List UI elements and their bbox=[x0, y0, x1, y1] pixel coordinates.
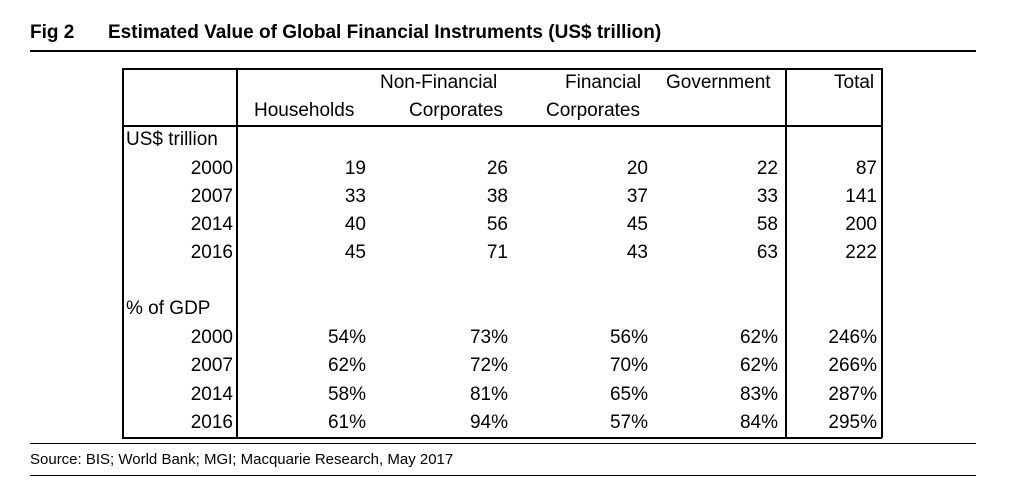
row-year: 2016 bbox=[190, 412, 233, 433]
table-cell: 72% bbox=[469, 355, 508, 376]
table-cell: 266% bbox=[828, 355, 877, 376]
figure-title: Estimated Value of Global Financial Inst… bbox=[108, 22, 662, 43]
header-financial-line1: Financial bbox=[565, 72, 642, 93]
source-rule-top bbox=[30, 443, 976, 444]
table-top-border bbox=[122, 68, 882, 70]
table-cell: 71 bbox=[486, 242, 508, 263]
row-label-divider bbox=[236, 68, 238, 438]
header-rule bbox=[122, 125, 882, 127]
table-cell: 22 bbox=[756, 158, 778, 179]
table-cell: 56 bbox=[486, 214, 508, 235]
row-year: 2007 bbox=[190, 186, 233, 207]
source-note: Source: BIS; World Bank; MGI; Macquarie … bbox=[30, 451, 454, 468]
table-cell: 63 bbox=[756, 242, 778, 263]
header-total: Total bbox=[834, 72, 875, 93]
table-cell: 19 bbox=[344, 158, 366, 179]
table-cell: 20 bbox=[626, 158, 648, 179]
table-cell: 287% bbox=[828, 384, 877, 405]
table-cell: 37 bbox=[626, 186, 648, 207]
table-cell: 62% bbox=[739, 355, 778, 376]
table-cell: 45 bbox=[344, 242, 366, 263]
table-cell: 56% bbox=[609, 327, 648, 348]
table-cell: 141 bbox=[845, 186, 877, 207]
figure-label: Fig 2 bbox=[30, 22, 75, 43]
table-bottom-border bbox=[122, 437, 882, 439]
source-rule-bottom bbox=[30, 475, 976, 476]
table-cell: 70% bbox=[609, 355, 648, 376]
table-cell: 33 bbox=[344, 186, 366, 207]
header-non-financial-line2: Corporates bbox=[409, 100, 503, 121]
table-cell: 43 bbox=[626, 242, 648, 263]
table-cell: 200 bbox=[845, 214, 877, 235]
table-left-border bbox=[122, 68, 124, 438]
table-cell: 65% bbox=[609, 384, 648, 405]
row-year: 2000 bbox=[190, 327, 233, 348]
table-cell: 84% bbox=[739, 412, 778, 433]
row-year: 2007 bbox=[190, 355, 233, 376]
section-label-usd: US$ trillion bbox=[126, 129, 218, 150]
table-cell: 45 bbox=[626, 214, 648, 235]
row-year: 2014 bbox=[190, 384, 233, 405]
table-cell: 54% bbox=[327, 327, 366, 348]
table-cell: 26 bbox=[486, 158, 508, 179]
table-cell: 246% bbox=[828, 327, 877, 348]
table-right-border bbox=[881, 68, 883, 438]
row-year: 2000 bbox=[190, 158, 233, 179]
table-cell: 61% bbox=[327, 412, 366, 433]
table-cell: 73% bbox=[469, 327, 508, 348]
header-households: Households bbox=[254, 100, 355, 121]
table-cell: 58% bbox=[327, 384, 366, 405]
header-government: Government bbox=[666, 72, 771, 93]
table-cell: 83% bbox=[739, 384, 778, 405]
table-cell: 40 bbox=[344, 214, 366, 235]
header-non-financial-line1: Non-Financial bbox=[380, 72, 498, 93]
table-cell: 62% bbox=[327, 355, 366, 376]
table-cell: 94% bbox=[469, 412, 508, 433]
row-year: 2014 bbox=[190, 214, 233, 235]
row-year: 2016 bbox=[190, 242, 233, 263]
table-cell: 57% bbox=[609, 412, 648, 433]
table-cell: 87 bbox=[855, 158, 877, 179]
table-cell: 58 bbox=[756, 214, 778, 235]
header-financial-line2: Corporates bbox=[546, 100, 640, 121]
table-cell: 81% bbox=[469, 384, 508, 405]
table-cell: 62% bbox=[739, 327, 778, 348]
table-cell: 38 bbox=[486, 186, 508, 207]
table-cell: 295% bbox=[828, 412, 877, 433]
title-rule bbox=[30, 50, 976, 52]
section-label-gdp: % of GDP bbox=[126, 298, 211, 319]
table-cell: 222 bbox=[845, 242, 877, 263]
total-divider bbox=[785, 68, 787, 438]
table-cell: 33 bbox=[756, 186, 778, 207]
